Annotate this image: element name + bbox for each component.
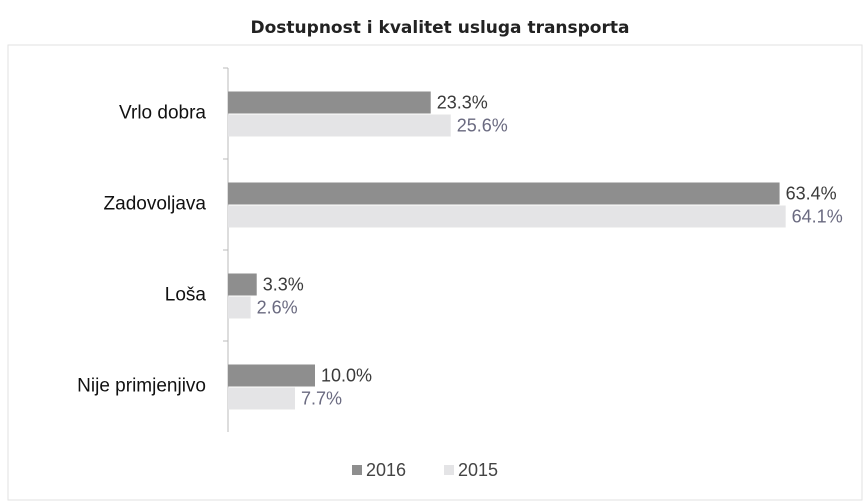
legend-label: 2016 (366, 460, 406, 480)
bar (228, 364, 315, 387)
value-label: 25.6% (457, 115, 508, 135)
category-label: Loša (165, 285, 207, 306)
bar (228, 114, 451, 137)
value-label: 23.3% (437, 92, 488, 112)
category-label: Nije primjenjivo (77, 376, 206, 397)
category-label: Vrlo dobra (119, 103, 206, 124)
bar (228, 182, 780, 205)
value-label: 63.4% (786, 183, 837, 203)
chart-title: Dostupnost i kvalitet usluga transporta (251, 18, 630, 38)
value-label: 10.0% (321, 365, 372, 385)
bar (228, 91, 431, 114)
bar (228, 273, 257, 296)
bar (228, 296, 251, 319)
value-label: 2.6% (257, 297, 298, 317)
value-label: 3.3% (263, 274, 304, 294)
legend-swatch (444, 465, 454, 475)
bar (228, 387, 295, 410)
bar (228, 205, 786, 228)
legend-label: 2015 (458, 460, 498, 480)
value-label: 64.1% (792, 206, 843, 226)
category-label: Zadovoljava (104, 194, 207, 215)
value-label: 7.7% (301, 388, 342, 408)
legend-swatch (352, 465, 362, 475)
